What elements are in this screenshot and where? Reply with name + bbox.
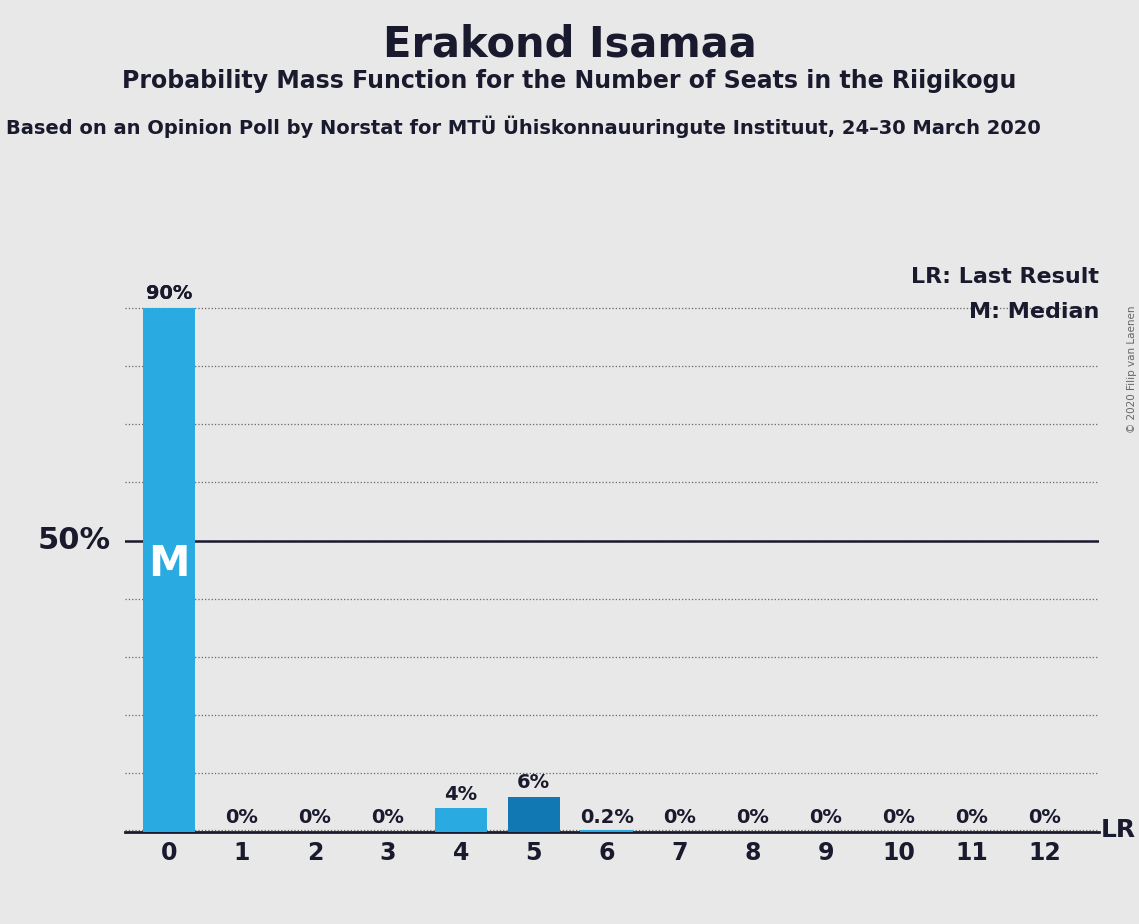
- Text: LR: Last Result: LR: Last Result: [911, 267, 1099, 287]
- Text: 0%: 0%: [954, 808, 988, 827]
- Text: 4%: 4%: [444, 784, 477, 804]
- Text: 0%: 0%: [809, 808, 842, 827]
- Text: LR: LR: [1101, 819, 1137, 843]
- Text: 0%: 0%: [663, 808, 696, 827]
- Text: Erakond Isamaa: Erakond Isamaa: [383, 23, 756, 65]
- Bar: [435, 808, 487, 832]
- Bar: [142, 308, 195, 832]
- Bar: [508, 796, 560, 832]
- Text: M: Median: M: Median: [969, 302, 1099, 322]
- Text: 0%: 0%: [226, 808, 259, 827]
- Text: 90%: 90%: [146, 284, 192, 303]
- Text: 6%: 6%: [517, 773, 550, 792]
- Text: 0%: 0%: [736, 808, 769, 827]
- Text: 0.2%: 0.2%: [580, 808, 633, 827]
- Text: 0%: 0%: [1029, 808, 1060, 827]
- Text: 50%: 50%: [38, 526, 110, 555]
- Text: © 2020 Filip van Laenen: © 2020 Filip van Laenen: [1126, 306, 1137, 433]
- Text: 90%: 90%: [146, 284, 192, 303]
- Text: Based on an Opinion Poll by Norstat for MTÜ Ühiskonnauuringute Instituut, 24–30 : Based on an Opinion Poll by Norstat for …: [6, 116, 1040, 138]
- Text: M: M: [148, 542, 190, 585]
- Text: 0%: 0%: [298, 808, 331, 827]
- Text: 0%: 0%: [371, 808, 404, 827]
- Text: Probability Mass Function for the Number of Seats in the Riigikogu: Probability Mass Function for the Number…: [122, 69, 1017, 93]
- Text: 0%: 0%: [882, 808, 915, 827]
- Bar: [581, 831, 633, 832]
